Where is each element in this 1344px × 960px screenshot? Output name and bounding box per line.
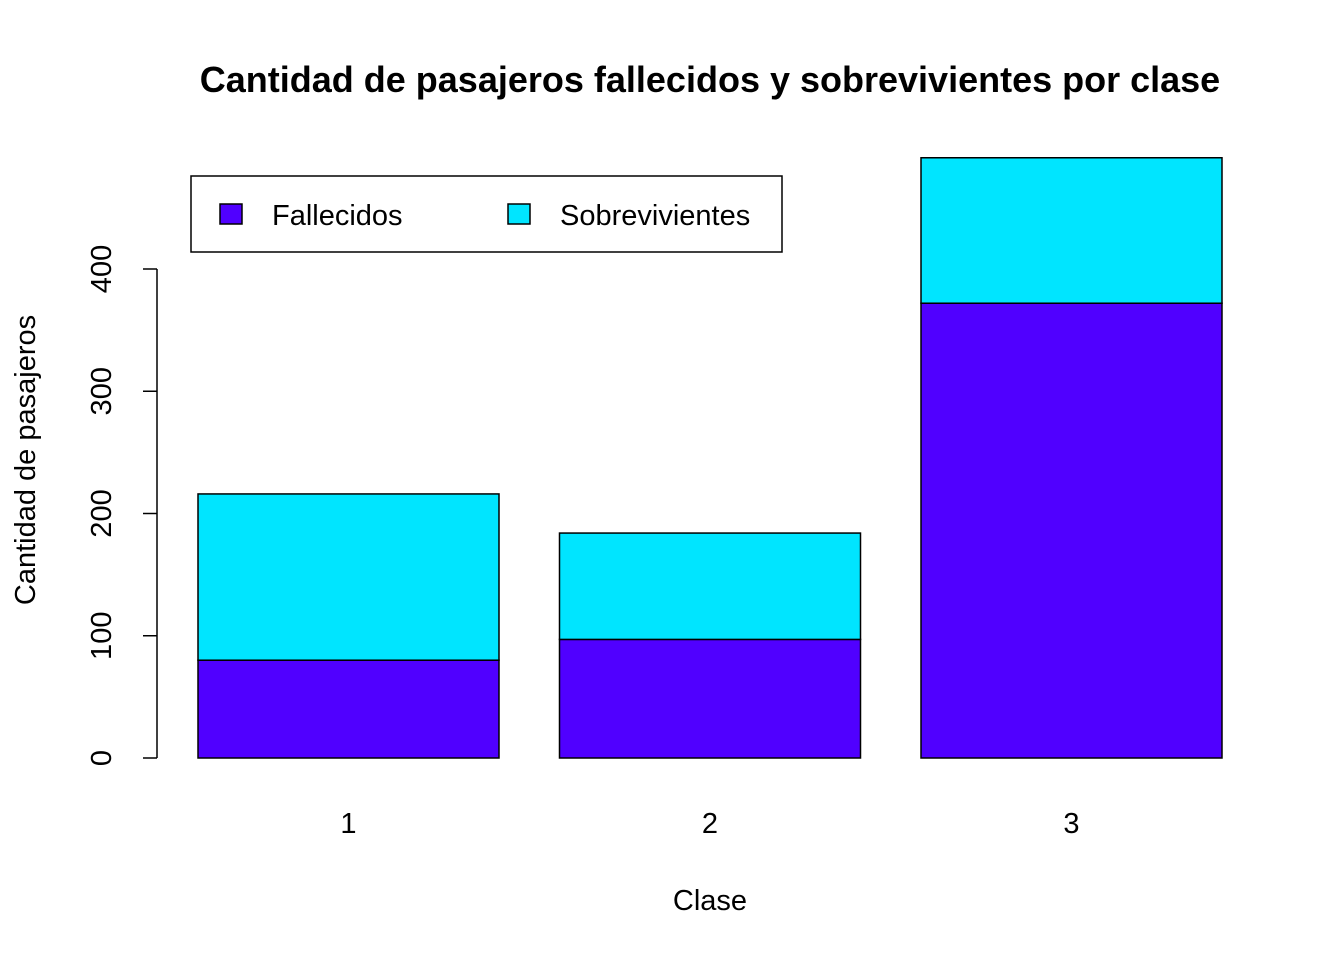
y-axis-label: Cantidad de pasajeros <box>10 315 42 605</box>
legend: Fallecidos Sobrevivientes <box>190 175 783 253</box>
y-tick-label: 300 <box>86 367 118 415</box>
legend-swatch-sobrevivientes <box>507 203 531 225</box>
x-axis-label: Clase <box>673 885 747 917</box>
x-tick-label: 2 <box>702 808 718 840</box>
legend-label-sobrevivientes: Sobrevivientes <box>560 200 750 232</box>
x-tick-labels: 1 2 3 <box>340 808 1079 840</box>
y-tick-label: 400 <box>86 245 118 293</box>
x-tick-label: 1 <box>340 808 356 840</box>
legend-box <box>190 175 783 253</box>
bar-sobrevivientes-clase-2 <box>558 532 862 641</box>
x-tick-label: 3 <box>1063 808 1079 840</box>
chart-title: Cantidad de pasajeros fallecidos y sobre… <box>200 59 1220 100</box>
bar-fallecidos-clase-1 <box>197 659 500 759</box>
bar-sobrevivientes-clase-3 <box>920 157 1223 304</box>
bar-fallecidos-clase-3 <box>920 302 1223 759</box>
y-tick-label: 200 <box>86 489 118 537</box>
y-axis: 0 100 200 300 400 <box>86 245 158 766</box>
bars-group <box>197 157 1223 759</box>
y-tick-label: 0 <box>86 750 118 766</box>
legend-swatch-fallecidos <box>219 203 243 225</box>
legend-label-fallecidos: Fallecidos <box>272 200 403 232</box>
bar-fallecidos-clase-2 <box>558 638 862 759</box>
y-tick-label: 100 <box>86 612 118 660</box>
bar-sobrevivientes-clase-1 <box>197 493 500 661</box>
